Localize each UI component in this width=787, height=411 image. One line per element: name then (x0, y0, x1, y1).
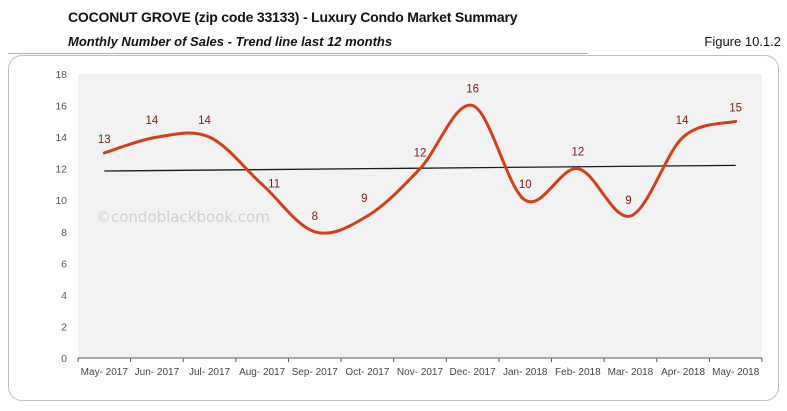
data-label: 8 (312, 211, 318, 223)
y-tick-label: 4 (61, 290, 67, 302)
data-label: 12 (414, 148, 427, 160)
figure-number: Figure 10.1.2 (704, 34, 781, 49)
x-tick-label: May- 2017 (81, 367, 129, 378)
plot-area (78, 74, 762, 358)
data-label: 9 (361, 193, 367, 205)
x-tick-label: Sep- 2017 (292, 367, 339, 378)
chart-frame (8, 55, 779, 401)
x-tick-label: Mar- 2018 (608, 367, 654, 378)
x-tick-label: Oct- 2017 (345, 367, 389, 378)
y-tick-label: 0 (61, 353, 67, 365)
y-tick-label: 18 (55, 69, 67, 81)
x-axis: May- 2017 Jun- 2017 Jul- 2017 Aug- 2017 Sep-… (77, 357, 763, 378)
y-tick-label: 8 (61, 227, 67, 239)
header-divider (8, 53, 588, 54)
data-label: 13 (98, 134, 111, 146)
data-label: 16 (466, 84, 479, 96)
chart-subtitle: Monthly Number of Sales - Trend line las… (68, 34, 393, 49)
y-tick-label: 12 (55, 164, 67, 176)
x-tick-label: Jun- 2017 (135, 367, 180, 378)
data-labels: 13 14 14 11 8 9 12 16 10 12 9 14 15 (98, 84, 742, 223)
data-label: 9 (625, 195, 631, 207)
y-tick-label: 14 (55, 132, 67, 144)
data-label: 14 (198, 115, 211, 127)
y-tick-label: 16 (55, 101, 67, 113)
chart-title: COCONUT GROVE (zip code 33133) - Luxury … (68, 9, 518, 25)
x-tick-label: Apr- 2018 (661, 367, 705, 378)
data-label: 12 (571, 147, 584, 159)
y-tick-label: 2 (61, 321, 67, 333)
x-tick-label: May- 2018 (712, 367, 760, 378)
data-label: 11 (268, 178, 280, 190)
x-tick-label: Aug- 2017 (239, 367, 286, 378)
x-tick-label: Dec- 2017 (450, 367, 497, 378)
y-tick-label: 6 (61, 258, 67, 270)
sales-series-line (102, 104, 738, 235)
y-tick-label: 10 (55, 195, 67, 207)
x-tick-label: Jul- 2017 (189, 367, 231, 378)
x-tick-label: Nov- 2017 (397, 367, 444, 378)
data-label: 14 (676, 115, 689, 127)
x-tick-label: Jan- 2018 (503, 367, 548, 378)
data-label: 15 (729, 102, 742, 114)
watermark: ©condoblackbook.com (96, 208, 270, 226)
x-tick-label: Feb- 2018 (555, 367, 601, 378)
y-axis: 0 2 4 6 8 10 12 14 16 18 (55, 69, 67, 365)
data-label: 10 (519, 179, 532, 191)
data-label: 14 (146, 115, 159, 127)
